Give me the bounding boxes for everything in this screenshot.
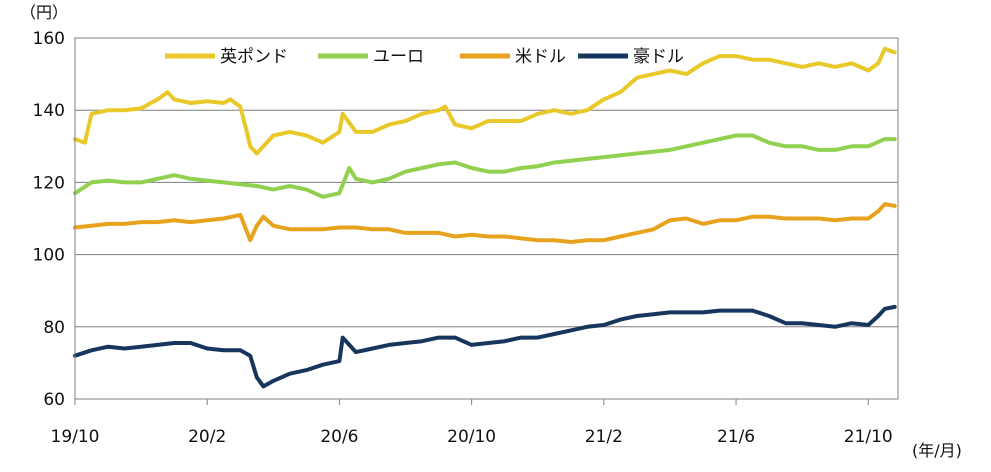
x-tick-label: 21/6: [717, 427, 755, 447]
x-tick-label: 21/2: [585, 427, 623, 447]
y-tick-label: 160: [33, 29, 65, 49]
series-line-1: [73, 133, 897, 199]
legend-label-0: 英ポンド: [220, 47, 288, 67]
series-line-0: [73, 46, 897, 156]
legend: 英ポンド ユーロ 米ドル 豪ドル: [165, 46, 684, 67]
y-tick-label: 100: [33, 246, 65, 266]
x-tick-label: 19/10: [51, 427, 100, 447]
x-tick-label: 20/6: [320, 427, 358, 447]
series-line-2: [73, 202, 897, 244]
plot-frame: [74, 37, 899, 400]
legend-label-1: ユーロ: [373, 47, 424, 67]
series-lines: [73, 46, 897, 389]
y-tick-label: 60: [43, 390, 65, 410]
legend-label-3: 豪ドル: [633, 46, 684, 67]
legend-label-2: 米ドル: [515, 47, 566, 67]
y-tick-label: 140: [33, 101, 65, 121]
y-tick-label: 120: [33, 173, 65, 193]
y-tick-label: 80: [43, 318, 65, 338]
x-axis-unit-label: (年/月): [912, 441, 962, 460]
x-tick-label: 21/10: [844, 427, 893, 447]
x-tick-label: 20/2: [188, 427, 226, 447]
x-tick-label: 20/10: [447, 427, 496, 447]
series-line-3: [73, 304, 897, 389]
axes: 60 80 100 120 140 160 19/10 20/2 20/6 20/10 21/2 21…: [33, 29, 893, 447]
y-axis-unit-label: （円）: [20, 3, 68, 22]
